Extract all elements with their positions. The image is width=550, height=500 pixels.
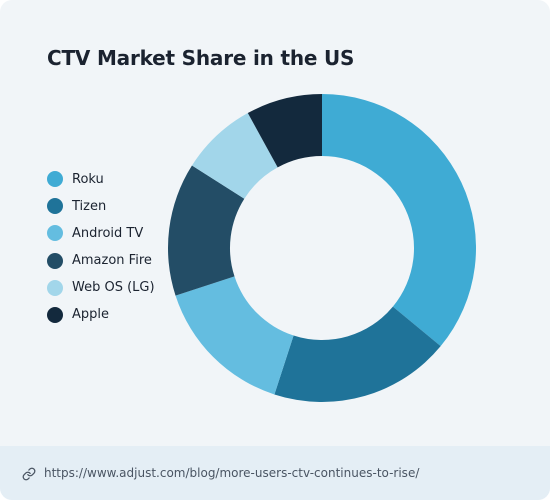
legend-swatch [47,198,63,215]
donut-slice-roku [322,94,477,347]
chart-title: CTV Market Share in the US [47,46,355,70]
link-icon [22,466,36,481]
legend-label: Tizen [72,198,107,214]
legend-label: Roku [72,171,104,187]
source-url[interactable]: https://www.adjust.com/blog/more-users-c… [44,466,420,480]
legend-swatch [47,279,63,296]
chart-legend: Roku Tizen Android TV Amazon Fire Web OS (LG… [47,170,155,333]
legend-label: Apple [72,307,110,323]
legend-label: Amazon Fire [72,253,152,269]
legend-swatch [47,225,63,242]
legend-item-apple: Apple [47,306,155,324]
legend-item-amazon-fire: Amazon Fire [47,252,155,270]
legend-swatch [47,306,63,323]
legend-label: Android TV [72,225,144,241]
legend-item-android-tv: Android TV [47,224,155,242]
donut-slice-amazon-fire [168,165,245,296]
donut-slice-android-tv [175,276,294,395]
donut-slice-apple [247,94,322,168]
donut-slice-tizen [274,306,441,403]
legend-item-roku: Roku [47,170,155,188]
source-footer: https://www.adjust.com/blog/more-users-c… [0,446,550,500]
legend-swatch [47,171,63,187]
legend-swatch [47,252,63,269]
legend-label: Web OS (LG) [72,280,155,296]
legend-item-web-os-lg: Web OS (LG) [47,279,155,297]
donut-slice-web-os-lg [191,113,278,199]
legend-item-tizen: Tizen [47,197,155,215]
